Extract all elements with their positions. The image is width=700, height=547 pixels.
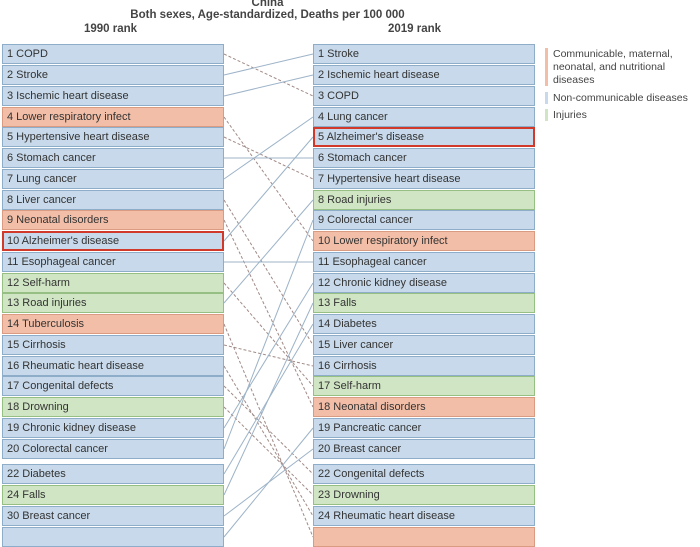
right-column-title: 2019 rank [388, 23, 442, 35]
left-rank-item: 7 Lung cancer [2, 169, 224, 189]
right-rank-item: 10 Lower respiratory infect [313, 231, 535, 251]
rank-link-line [223, 282, 314, 387]
left-rank-item: 30 Breast cancer [2, 506, 224, 526]
right-rank-item: 23 Drowning [313, 485, 535, 505]
right-rank-item: 22 Congenital defects [313, 464, 535, 484]
right-rank-item: 15 Liver cancer [313, 335, 535, 355]
chart-country-title: China [251, 0, 284, 9]
left-rank-item: 22 Diabetes [2, 464, 224, 484]
rank-link-line [223, 116, 314, 180]
rank-link-line [223, 365, 314, 517]
left-rank-item: 10 Alzheimer's disease [2, 231, 224, 251]
rank-link-line [223, 136, 314, 242]
left-rank-item: 15 Cirrhosis [2, 335, 224, 355]
left-rank-item: 12 Self-harm [2, 273, 224, 293]
left-rank-item: 17 Congenital defects [2, 376, 224, 396]
right-rank-item: 7 Hypertensive heart disease [313, 169, 535, 189]
right-rank-item: 3 COPD [313, 86, 535, 106]
rank-link-line [223, 53, 314, 76]
rank-link-line [223, 385, 314, 475]
right-rank-item: 14 Diabetes [313, 314, 535, 334]
right-rank-item: 2 Ischemic heart disease [313, 65, 535, 85]
right-rank-item: 12 Chronic kidney disease [313, 273, 535, 293]
right-rank-item: 1 Stroke [313, 44, 535, 64]
rank-link-line [223, 116, 314, 242]
legend-swatch-communicable [545, 48, 548, 86]
left-rank-item: 14 Tuberculosis [2, 314, 224, 334]
rank-link-line [223, 282, 314, 429]
right-rank-item: 17 Self-harm [313, 376, 535, 396]
legend-swatch-injuries [545, 109, 548, 121]
right-rank-item: 19 Pancreatic cancer [313, 418, 535, 438]
rank-link-line [223, 302, 314, 496]
left-rank-item: 18 Drowning [2, 397, 224, 417]
left-rank-item: 19 Chronic kidney disease [2, 418, 224, 438]
rank-link-line [223, 136, 314, 180]
legend-label-noncommunicable: Non-communicable diseases [553, 92, 688, 104]
chart-subtitle: Both sexes, Age-standardized, Deaths per… [130, 9, 405, 21]
left-rank-item: 24 Falls [2, 485, 224, 505]
right-rank-item: 11 Esophageal cancer [313, 252, 535, 272]
right-rank-item: 6 Stomach cancer [313, 148, 535, 168]
rank-link-line [223, 74, 314, 97]
left-rank-item: 16 Rheumatic heart disease [2, 356, 224, 376]
left-rank-item: 5 Hypertensive heart disease [2, 127, 224, 147]
left-rank-item: 3 Ischemic heart disease [2, 86, 224, 106]
right-rank-item: 18 Neonatal disorders [313, 397, 535, 417]
left-rank-item: 11 Esophageal cancer [2, 252, 224, 272]
rank-link-line [223, 406, 314, 496]
right-rank-item: 24 Rheumatic heart disease [313, 506, 535, 526]
left-rank-item: 1 COPD [2, 44, 224, 64]
right-rank-item: 20 Breast cancer [313, 439, 535, 459]
left-rank-item: 6 Stomach cancer [2, 148, 224, 168]
legend-label-injuries: Injuries [553, 109, 587, 121]
legend-swatch-noncommunicable [545, 92, 548, 104]
rank-link-line [223, 53, 314, 97]
right-rank-item: 8 Road injuries [313, 190, 535, 210]
left-rank-item: 13 Road injuries [2, 293, 224, 313]
legend-label-communicable: Communicable, maternal, neonatal, and nu… [553, 48, 673, 86]
rank-link-line [223, 219, 314, 450]
left-column-title: 1990 rank [84, 23, 138, 35]
left-rank-item: 4 Lower respiratory infect [2, 107, 224, 127]
right-rank-item: 13 Falls [313, 293, 535, 313]
rank-link-line [223, 199, 314, 346]
rank-link-line [223, 219, 314, 408]
right-rank-item: 4 Lung cancer [313, 107, 535, 127]
left-rank-item: 2 Stroke [2, 65, 224, 85]
right-rank-item: 9 Colorectal cancer [313, 210, 535, 230]
rank-link-line [223, 427, 314, 538]
left-rank-item: 20 Colorectal cancer [2, 439, 224, 459]
left-rank-item: 8 Liver cancer [2, 190, 224, 210]
right-rank-item: 5 Alzheimer's disease [313, 127, 535, 147]
left-rank-item: 9 Neonatal disorders [2, 210, 224, 230]
left-rank-item [2, 527, 224, 547]
right-rank-item: 16 Cirrhosis [313, 356, 535, 376]
right-rank-item [313, 527, 535, 547]
rank-link-line [223, 199, 314, 304]
